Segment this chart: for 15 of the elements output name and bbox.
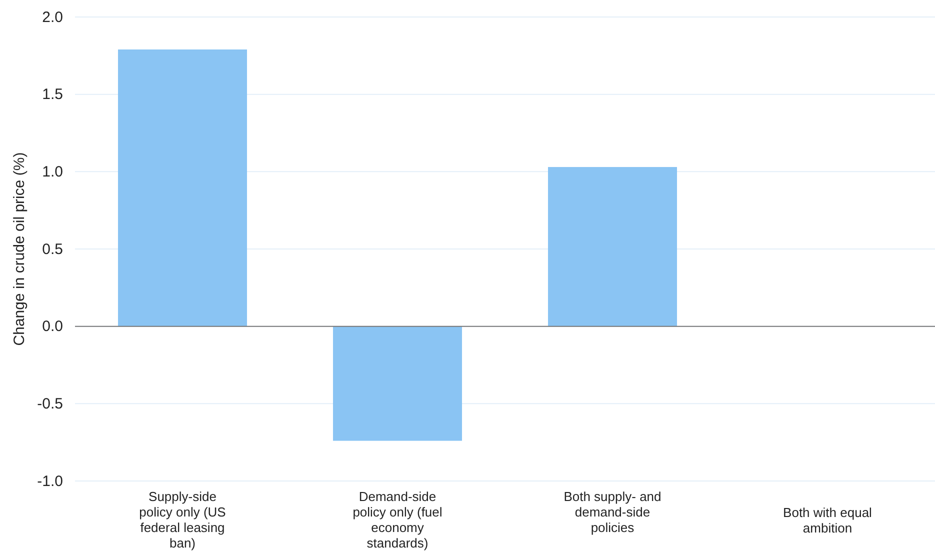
x-tick-label: Demand-side policy only (fuel economy standards) xyxy=(352,489,442,550)
bar xyxy=(118,49,247,326)
y-tick-label: 0.5 xyxy=(42,240,63,258)
bar xyxy=(548,167,677,326)
x-tick-label: Both supply- and demand-side policies xyxy=(564,489,662,535)
y-tick-label: -1.0 xyxy=(37,472,63,490)
y-tick-label: 1.5 xyxy=(42,86,63,104)
x-tick-label: Both with equal ambition xyxy=(783,505,872,536)
y-tick-label: -0.5 xyxy=(37,395,63,412)
y-tick-label: 0.0 xyxy=(42,318,63,336)
y-tick-label: 1.0 xyxy=(42,163,63,180)
y-tick-label: 2.0 xyxy=(42,8,63,26)
x-tick-label: Supply-side policy only (US federal leasing ban) xyxy=(139,489,226,550)
bar xyxy=(333,326,462,441)
y-axis-title: Change in crude oil price (%) xyxy=(11,152,28,346)
